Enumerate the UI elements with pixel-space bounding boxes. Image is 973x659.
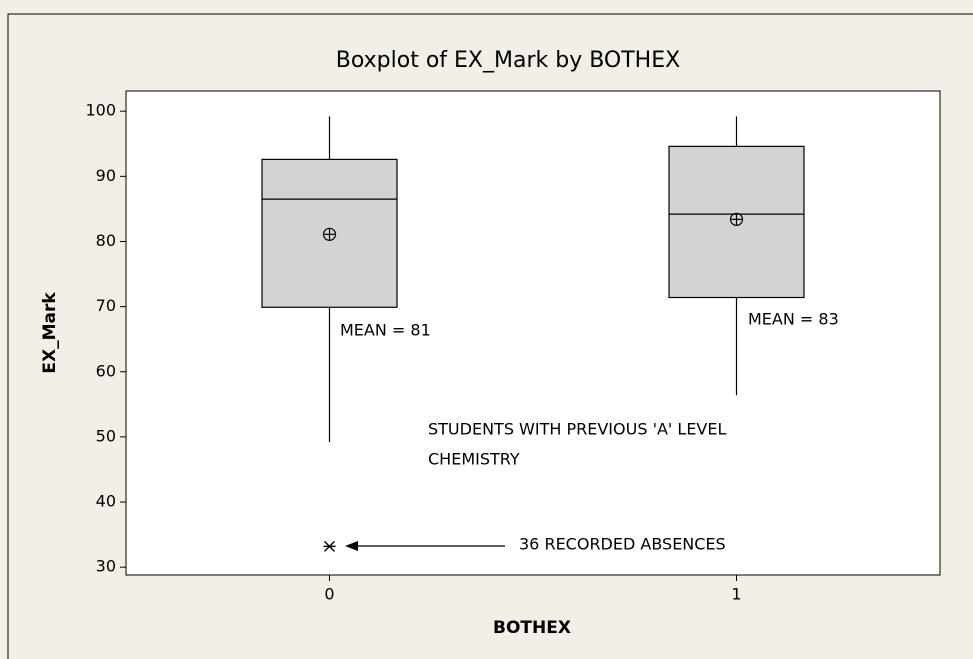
y-tick-label: 70 (96, 296, 116, 315)
plot-area (125, 90, 941, 576)
annotation: 36 RECORDED ABSENCES (519, 535, 726, 554)
x-tick-label: 1 (731, 585, 741, 604)
y-tick-label: 60 (96, 361, 116, 380)
outlier (323, 540, 336, 552)
x-tick-label: 0 (324, 585, 334, 604)
x-axis-label: BOTHEX (493, 618, 571, 638)
mean-marker (322, 227, 337, 241)
frame (7, 13, 973, 659)
chart-title: Boxplot of EX_Mark by BOTHEX (336, 48, 680, 73)
annotation: STUDENTS WITH PREVIOUS 'A' LEVEL (428, 420, 726, 439)
y-tick-label: 40 (96, 492, 116, 511)
annotation: MEAN = 81 (340, 321, 431, 340)
y-tick-label: 30 (96, 557, 116, 576)
y-tick-label: 80 (96, 231, 116, 250)
annotation: CHEMISTRY (428, 450, 520, 469)
y-axis-label: EX_Mark (40, 292, 60, 374)
y-tick-label: 100 (85, 101, 116, 120)
annotation: MEAN = 83 (748, 310, 839, 329)
y-tick-label: 90 (96, 166, 116, 185)
y-tick-label: 50 (96, 426, 116, 445)
mean-marker (729, 212, 744, 226)
arrow-head (345, 541, 358, 551)
